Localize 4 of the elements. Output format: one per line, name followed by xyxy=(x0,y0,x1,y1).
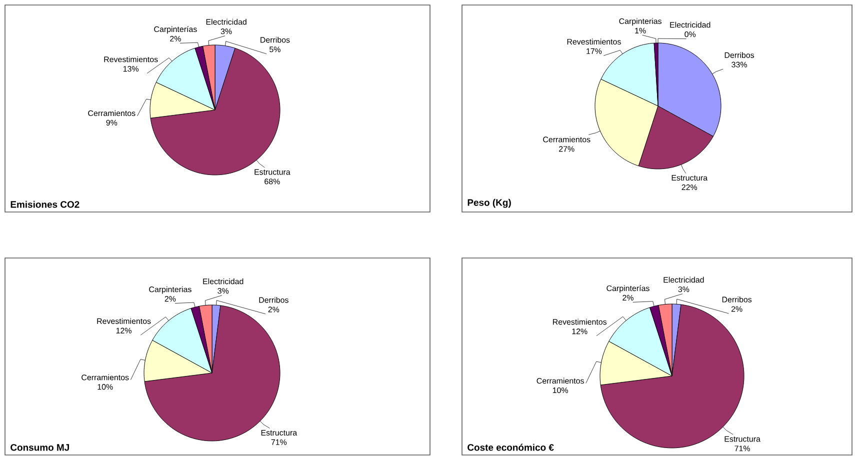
text: Emisiones CO2 xyxy=(10,200,80,208)
text: Consumo MJ xyxy=(10,444,69,451)
text: Coste económico € xyxy=(468,444,554,451)
text: Peso (Kg) xyxy=(468,198,511,208)
